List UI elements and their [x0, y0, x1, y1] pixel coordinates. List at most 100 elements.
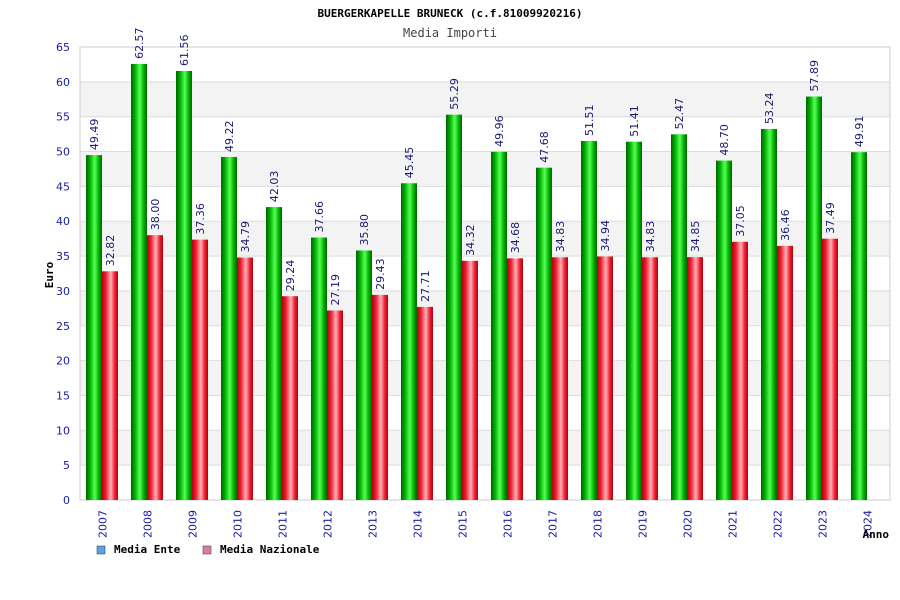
bar-media-ente	[761, 128, 777, 500]
bar-media-nazionale	[822, 238, 838, 500]
x-tick-label: 2008	[142, 510, 155, 538]
data-label: 49.22	[223, 120, 236, 152]
legend: Media Ente Media Nazionale	[96, 543, 320, 556]
data-label: 37.05	[734, 205, 747, 237]
bar-media-nazionale	[282, 296, 298, 500]
bar-media-ente	[86, 155, 102, 500]
data-labels: 49.49 62.57 61.56 49.22 42.03 37.66 35.80 45.45…	[88, 27, 866, 305]
y-tick-label: 55	[56, 111, 70, 124]
data-label: 61.56	[178, 34, 191, 66]
data-label: 42.03	[268, 171, 281, 203]
x-tick-label: 2018	[592, 510, 605, 538]
data-label: 47.68	[538, 131, 551, 163]
bar-media-ente	[626, 141, 642, 500]
bars	[86, 63, 867, 501]
x-tick-label: 2014	[412, 510, 425, 538]
data-label: 29.43	[374, 258, 387, 290]
data-label: 38.00	[149, 199, 162, 231]
legend-label-media-nazionale: Media Nazionale	[220, 543, 320, 556]
data-label: 49.49	[88, 119, 101, 151]
x-tick-label: 2012	[322, 510, 335, 538]
bar-media-ente	[671, 134, 687, 500]
grid-bands	[80, 81, 890, 466]
bar-media-nazionale	[237, 257, 253, 500]
grid-band	[80, 290, 890, 326]
bar-media-ente	[311, 237, 327, 501]
y-tick-label: 0	[63, 494, 70, 507]
x-tick-label: 2020	[682, 510, 695, 538]
data-label: 48.70	[718, 124, 731, 156]
y-tick-label: 30	[56, 285, 70, 298]
bar-media-ente	[536, 167, 552, 500]
bar-media-nazionale	[507, 258, 523, 500]
data-label: 49.91	[853, 116, 866, 148]
data-label: 32.82	[104, 235, 117, 267]
data-label: 37.49	[824, 202, 837, 234]
bar-media-nazionale	[327, 310, 343, 500]
bar-media-nazionale	[777, 245, 793, 500]
data-label: 36.46	[779, 209, 792, 241]
x-tick-label: 2021	[727, 510, 740, 538]
bar-media-nazionale	[597, 256, 613, 500]
bar-media-ente	[806, 96, 822, 500]
bar-media-nazionale	[192, 239, 208, 501]
data-label: 29.24	[284, 260, 297, 292]
bar-media-nazionale	[687, 257, 703, 500]
x-axis: 2007 2008 2009 2010 2011 2012 2013 2014 2015 2016…	[97, 510, 875, 538]
y-axis-label: Euro	[43, 261, 56, 288]
chart-subtitle: Media Importi	[403, 26, 497, 40]
x-axis-label: Anno	[863, 528, 890, 541]
legend-label-media-ente: Media Ente	[114, 543, 181, 556]
data-label: 34.83	[644, 221, 657, 253]
bar-media-ente	[401, 183, 417, 500]
grid-band	[80, 430, 890, 466]
bar-media-ente	[851, 152, 867, 500]
grid-band	[80, 151, 890, 187]
x-tick-label: 2017	[547, 510, 560, 538]
legend-swatch-media-ente	[96, 545, 106, 555]
data-label: 37.36	[194, 203, 207, 235]
bar-media-ente	[131, 63, 147, 500]
bar-media-ente	[266, 207, 282, 500]
data-label: 55.29	[448, 78, 461, 110]
bar-media-ente	[446, 114, 462, 500]
bar-media-ente	[491, 151, 507, 500]
bar-media-ente	[356, 250, 372, 500]
y-tick-label: 5	[63, 459, 70, 472]
bar-media-nazionale	[372, 294, 388, 500]
data-label: 34.68	[509, 222, 522, 254]
y-tick-label: 40	[56, 215, 70, 228]
y-axis: 0 5 10 15 20 25 30 35 40 45 50 55 60 65	[56, 41, 70, 507]
data-label: 37.66	[313, 201, 326, 233]
bar-media-nazionale	[417, 306, 433, 500]
x-tick-label: 2007	[97, 510, 110, 538]
bar-media-nazionale	[732, 241, 748, 501]
data-label: 62.57	[133, 27, 146, 59]
bar-media-nazionale	[102, 271, 118, 500]
x-tick-label: 2024	[862, 510, 875, 538]
grid-band	[80, 221, 890, 257]
data-label: 51.41	[628, 105, 641, 137]
x-tick-label: 2009	[187, 510, 200, 538]
x-tick-label: 2019	[637, 510, 650, 538]
data-label: 35.80	[358, 214, 371, 246]
data-label: 34.32	[464, 224, 477, 256]
grid-band	[80, 360, 890, 396]
chart-title: BUERGERKAPELLE BRUNECK (c.f.81009920216)	[318, 7, 583, 20]
x-tick-label: 2010	[232, 510, 245, 538]
x-tick-label: 2016	[502, 510, 515, 538]
data-label: 34.83	[554, 221, 567, 253]
data-label: 52.47	[673, 98, 686, 130]
bar-media-nazionale	[642, 257, 658, 500]
data-label: 45.45	[403, 147, 416, 179]
bar-media-ente	[221, 156, 237, 500]
data-label: 51.51	[583, 105, 596, 137]
y-tick-label: 35	[56, 250, 70, 263]
plot-area	[79, 46, 891, 501]
y-tick-label: 10	[56, 424, 70, 437]
x-tick-label: 2013	[367, 510, 380, 538]
data-label: 27.19	[329, 274, 342, 306]
y-tick-label: 50	[56, 146, 70, 159]
x-tick-label: 2015	[457, 510, 470, 538]
